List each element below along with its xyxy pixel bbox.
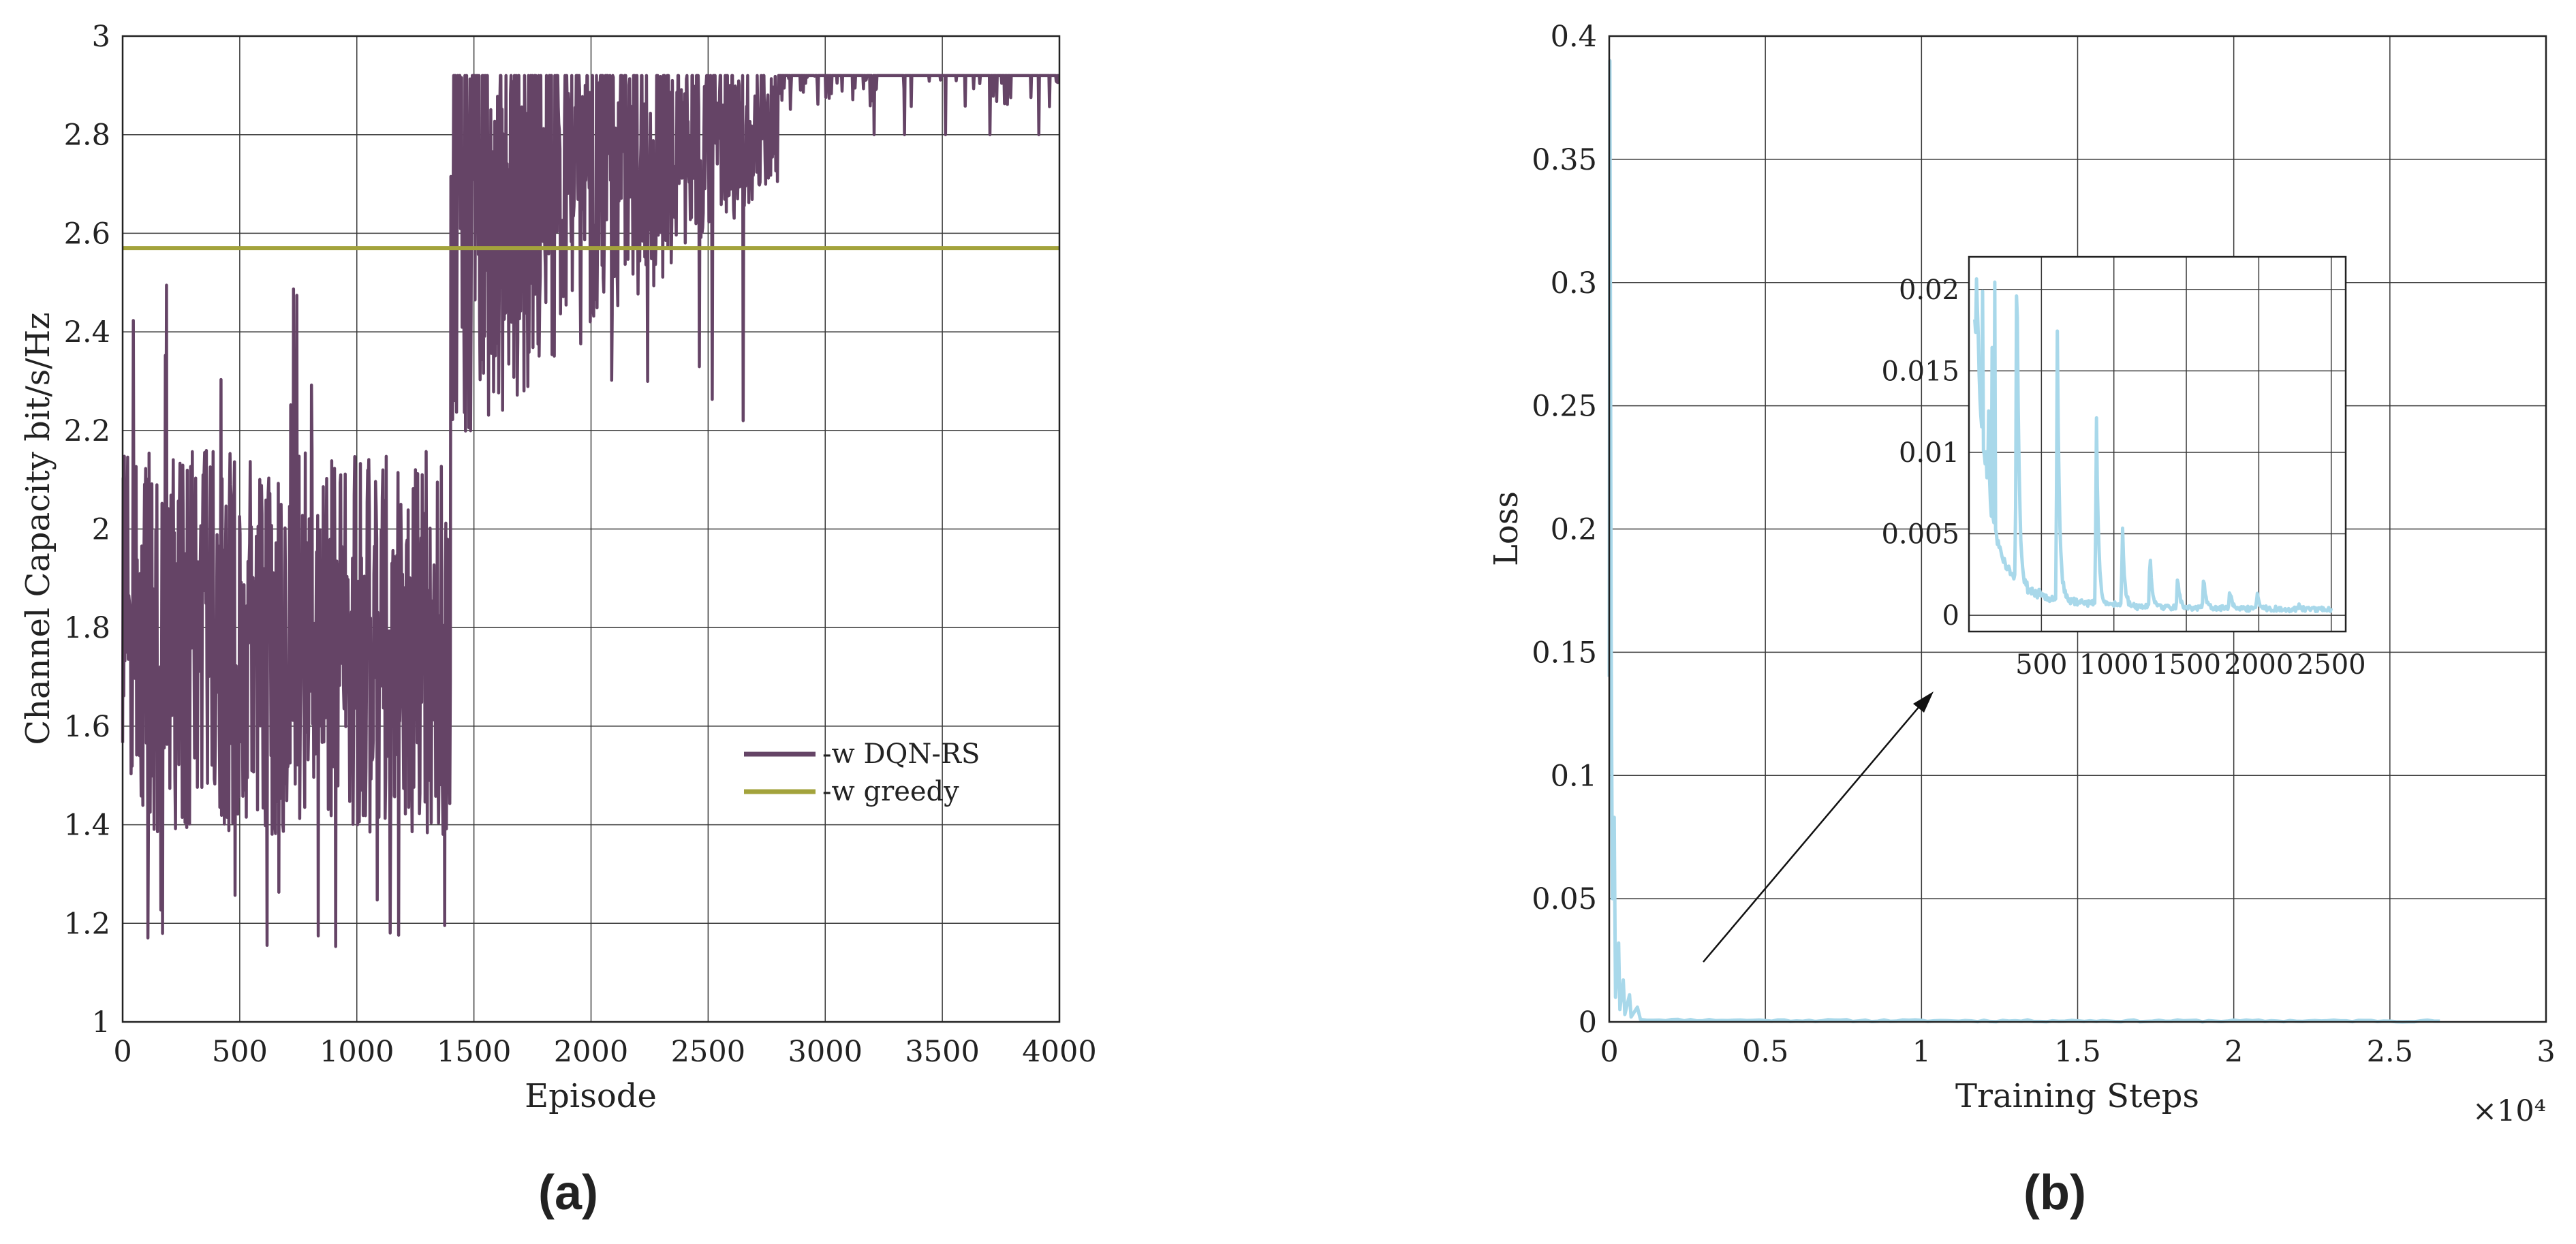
x-tick-label: 3000: [788, 1035, 863, 1069]
y-tick-label: 0.3: [1551, 266, 1597, 300]
y-tick-label: 0.1: [1551, 759, 1597, 793]
x-tick-label: 3500: [905, 1035, 979, 1069]
legend-label-greedy: -w greedy: [822, 776, 959, 807]
x-tick-label: 1: [1912, 1035, 1931, 1069]
legend-label-dqn-rs: -w DQN-RS: [822, 738, 980, 770]
x-tick-label: 1500: [437, 1035, 511, 1069]
inset-grid: [1969, 257, 2346, 632]
y-tick-label: 0.35: [1532, 143, 1597, 177]
inset-y-tick-label: 0.01: [1899, 437, 1959, 469]
chart-a-frame: [121, 35, 1061, 1023]
inset-ticks: 500 1000 1500 2000 2500 0 0.005 0.01 0.015 0.02: [1881, 275, 2365, 681]
inset-y-tick-label: 0: [1942, 600, 1959, 632]
y-tick-label: 2.6: [64, 217, 110, 251]
x-tick-label: 0: [113, 1035, 131, 1069]
chart-a-legend: -w DQN-RS -w greedy: [744, 738, 980, 807]
y-tick-label: 0.4: [1551, 20, 1597, 54]
chart-a: 0 500 1000 1500 2000 2500 3000 3500 4000 1 1.2 1.4 1…: [19, 20, 1097, 1220]
x-tick-label: 500: [212, 1035, 268, 1069]
x-tick-label: 2500: [671, 1035, 745, 1069]
inset-y-tick-label: 0.015: [1881, 356, 1959, 387]
chart-a-ylabel: Channel Capacity bit/s/Hz: [19, 312, 57, 745]
inset-x-tick-label: 1000: [2079, 649, 2149, 681]
x-tick-label: 2000: [554, 1035, 628, 1069]
y-tick-label: 1.4: [64, 809, 110, 843]
y-tick-label: 0: [1579, 1006, 1597, 1040]
x-tick-label: 2: [2224, 1035, 2243, 1069]
inset-plot: [1973, 277, 2333, 614]
inset-series-line-loss: [1973, 277, 2333, 614]
y-tick-label: 0.05: [1532, 882, 1597, 916]
chart-b-ticks: 0 0.5 1 1.5 2 2.5 3 0 0.05 0.1 0.15 0.2 0.25 0.3 0.35 0…: [1532, 20, 2555, 1069]
y-tick-label: 2.2: [64, 414, 110, 448]
y-tick-label: 1: [92, 1006, 110, 1040]
x-tick-label: 2.5: [2367, 1035, 2413, 1069]
x-tick-label: 1000: [320, 1035, 394, 1069]
inset-pointer-arrow: [1703, 691, 1934, 963]
y-tick-label: 2.8: [64, 119, 110, 153]
y-tick-label: 0.25: [1532, 390, 1597, 424]
chart-b-inset: 500 1000 1500 2000 2500 0 0.005 0.01 0.015 0.02: [1881, 255, 2366, 681]
panel-label-a: (a): [538, 1166, 598, 1220]
y-tick-label: 2: [92, 513, 110, 547]
inset-x-tick-label: 2000: [2224, 649, 2293, 681]
chart-b-frame: [1608, 35, 2547, 1023]
panel-label-b: (b): [2023, 1166, 2086, 1220]
y-tick-label: 2.4: [64, 315, 110, 349]
chart-a-plot: [121, 74, 1060, 948]
x-tick-label: 3: [2536, 1035, 2555, 1069]
inset-x-tick-label: 1500: [2152, 649, 2221, 681]
y-tick-label: 1.8: [64, 611, 110, 645]
inset-x-tick-label: 500: [2015, 649, 2067, 681]
inset-frame: [1968, 255, 2347, 633]
y-tick-label: 1.2: [64, 907, 110, 941]
chart-b-ylabel: Loss: [1487, 491, 1525, 566]
x-tick-label: 4000: [1022, 1035, 1096, 1069]
chart-b-x-multiplier: ×10⁴: [2472, 1094, 2546, 1128]
chart-b-xlabel: Training Steps: [1955, 1077, 2199, 1115]
x-tick-label: 0: [1600, 1035, 1618, 1069]
inset-x-tick-label: 2500: [2297, 649, 2366, 681]
x-tick-label: 1.5: [2054, 1035, 2100, 1069]
chart-a-xlabel: Episode: [525, 1077, 657, 1115]
series-line-dqn-rs: [121, 74, 1060, 948]
inset-y-tick-label: 0.02: [1899, 275, 1959, 306]
chart-a-ticks: 0 500 1000 1500 2000 2500 3000 3500 4000 1 1.2 1.4 1…: [64, 20, 1097, 1069]
chart-b: 0 0.5 1 1.5 2 2.5 3 0 0.05 0.1 0.15 0.2 0.25 0.3 0.35 0…: [1487, 20, 2556, 1220]
x-tick-label: 0.5: [1742, 1035, 1788, 1069]
y-tick-label: 0.15: [1532, 636, 1597, 670]
y-tick-label: 3: [92, 20, 110, 54]
y-tick-label: 0.2: [1551, 513, 1597, 547]
inset-y-tick-label: 0.005: [1881, 519, 1959, 550]
y-tick-label: 1.6: [64, 710, 110, 744]
